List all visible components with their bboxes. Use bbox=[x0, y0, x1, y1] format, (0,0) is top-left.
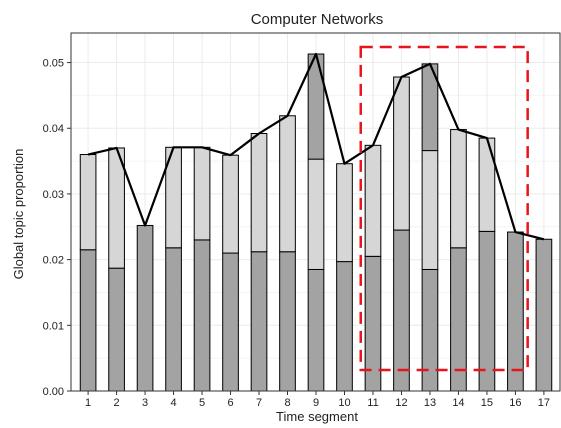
bar-segment bbox=[364, 144, 382, 257]
highlight-box bbox=[359, 45, 529, 372]
x-tick-label: 6 bbox=[227, 397, 233, 409]
x-tick-label: 8 bbox=[284, 397, 290, 409]
bar-segment bbox=[222, 154, 239, 254]
bar-segment bbox=[222, 252, 239, 392]
bar-segment bbox=[250, 133, 268, 253]
x-tick-label: 2 bbox=[114, 397, 120, 409]
bar-segment bbox=[336, 261, 353, 392]
bar-segment bbox=[108, 267, 125, 392]
y-tick-label: 0.05 bbox=[43, 58, 64, 70]
bar-segment bbox=[393, 229, 410, 392]
x-tick-label: 13 bbox=[424, 397, 436, 409]
x-tick-label: 12 bbox=[395, 397, 407, 409]
bar-segment bbox=[250, 251, 268, 392]
bar-segment bbox=[165, 247, 182, 392]
x-tick-label: 5 bbox=[199, 397, 205, 409]
x-axis-label: Time segment bbox=[276, 409, 358, 424]
plot-area: 0.000.010.020.030.040.051 2 3 4 5 6 7 8 9 10 11 12 1… bbox=[43, 32, 561, 409]
bar-segment bbox=[421, 268, 439, 392]
y-tick-label: 0.00 bbox=[43, 386, 64, 398]
bar-segment bbox=[535, 238, 553, 392]
y-axis-label: Global topic proportion bbox=[11, 149, 26, 280]
x-tick-label: 4 bbox=[170, 397, 176, 409]
bar-segment bbox=[478, 137, 496, 232]
x-tick-label: 1 bbox=[85, 397, 91, 409]
x-tick-label: 17 bbox=[538, 397, 550, 409]
bar-segment bbox=[79, 154, 97, 251]
y-tick-label: 0.03 bbox=[43, 189, 64, 201]
bar-segment bbox=[279, 115, 296, 253]
x-tick-label: 11 bbox=[367, 397, 378, 409]
x-tick-label: 14 bbox=[452, 397, 464, 409]
bar-segment bbox=[193, 146, 211, 241]
x-tick-label: 3 bbox=[142, 397, 148, 409]
x-tick-label: 7 bbox=[256, 397, 262, 409]
bar-segment bbox=[450, 129, 467, 249]
y-tick-label: 0.02 bbox=[43, 255, 64, 267]
bar-segment bbox=[307, 268, 325, 392]
bar-segment bbox=[79, 249, 97, 392]
x-tick-label: 15 bbox=[481, 397, 493, 409]
bar-segment bbox=[279, 251, 296, 392]
bar-segment bbox=[136, 224, 154, 392]
y-tick-label: 0.01 bbox=[43, 320, 64, 332]
x-tick-label: 10 bbox=[338, 397, 350, 409]
bar-segment bbox=[307, 158, 325, 270]
bar-segment bbox=[336, 163, 353, 263]
bar-segment bbox=[421, 150, 439, 270]
x-tick-label: 9 bbox=[313, 397, 319, 409]
total-line bbox=[87, 52, 545, 241]
bar-segment bbox=[193, 239, 211, 392]
y-tick-label: 0.04 bbox=[43, 123, 64, 135]
bar-segment bbox=[507, 231, 524, 392]
bar-segment bbox=[307, 53, 325, 160]
chart-title: Computer Networks bbox=[251, 11, 384, 28]
bar-segment bbox=[393, 76, 410, 231]
bar-segment bbox=[478, 230, 496, 392]
x-tick-label: 16 bbox=[509, 397, 521, 409]
